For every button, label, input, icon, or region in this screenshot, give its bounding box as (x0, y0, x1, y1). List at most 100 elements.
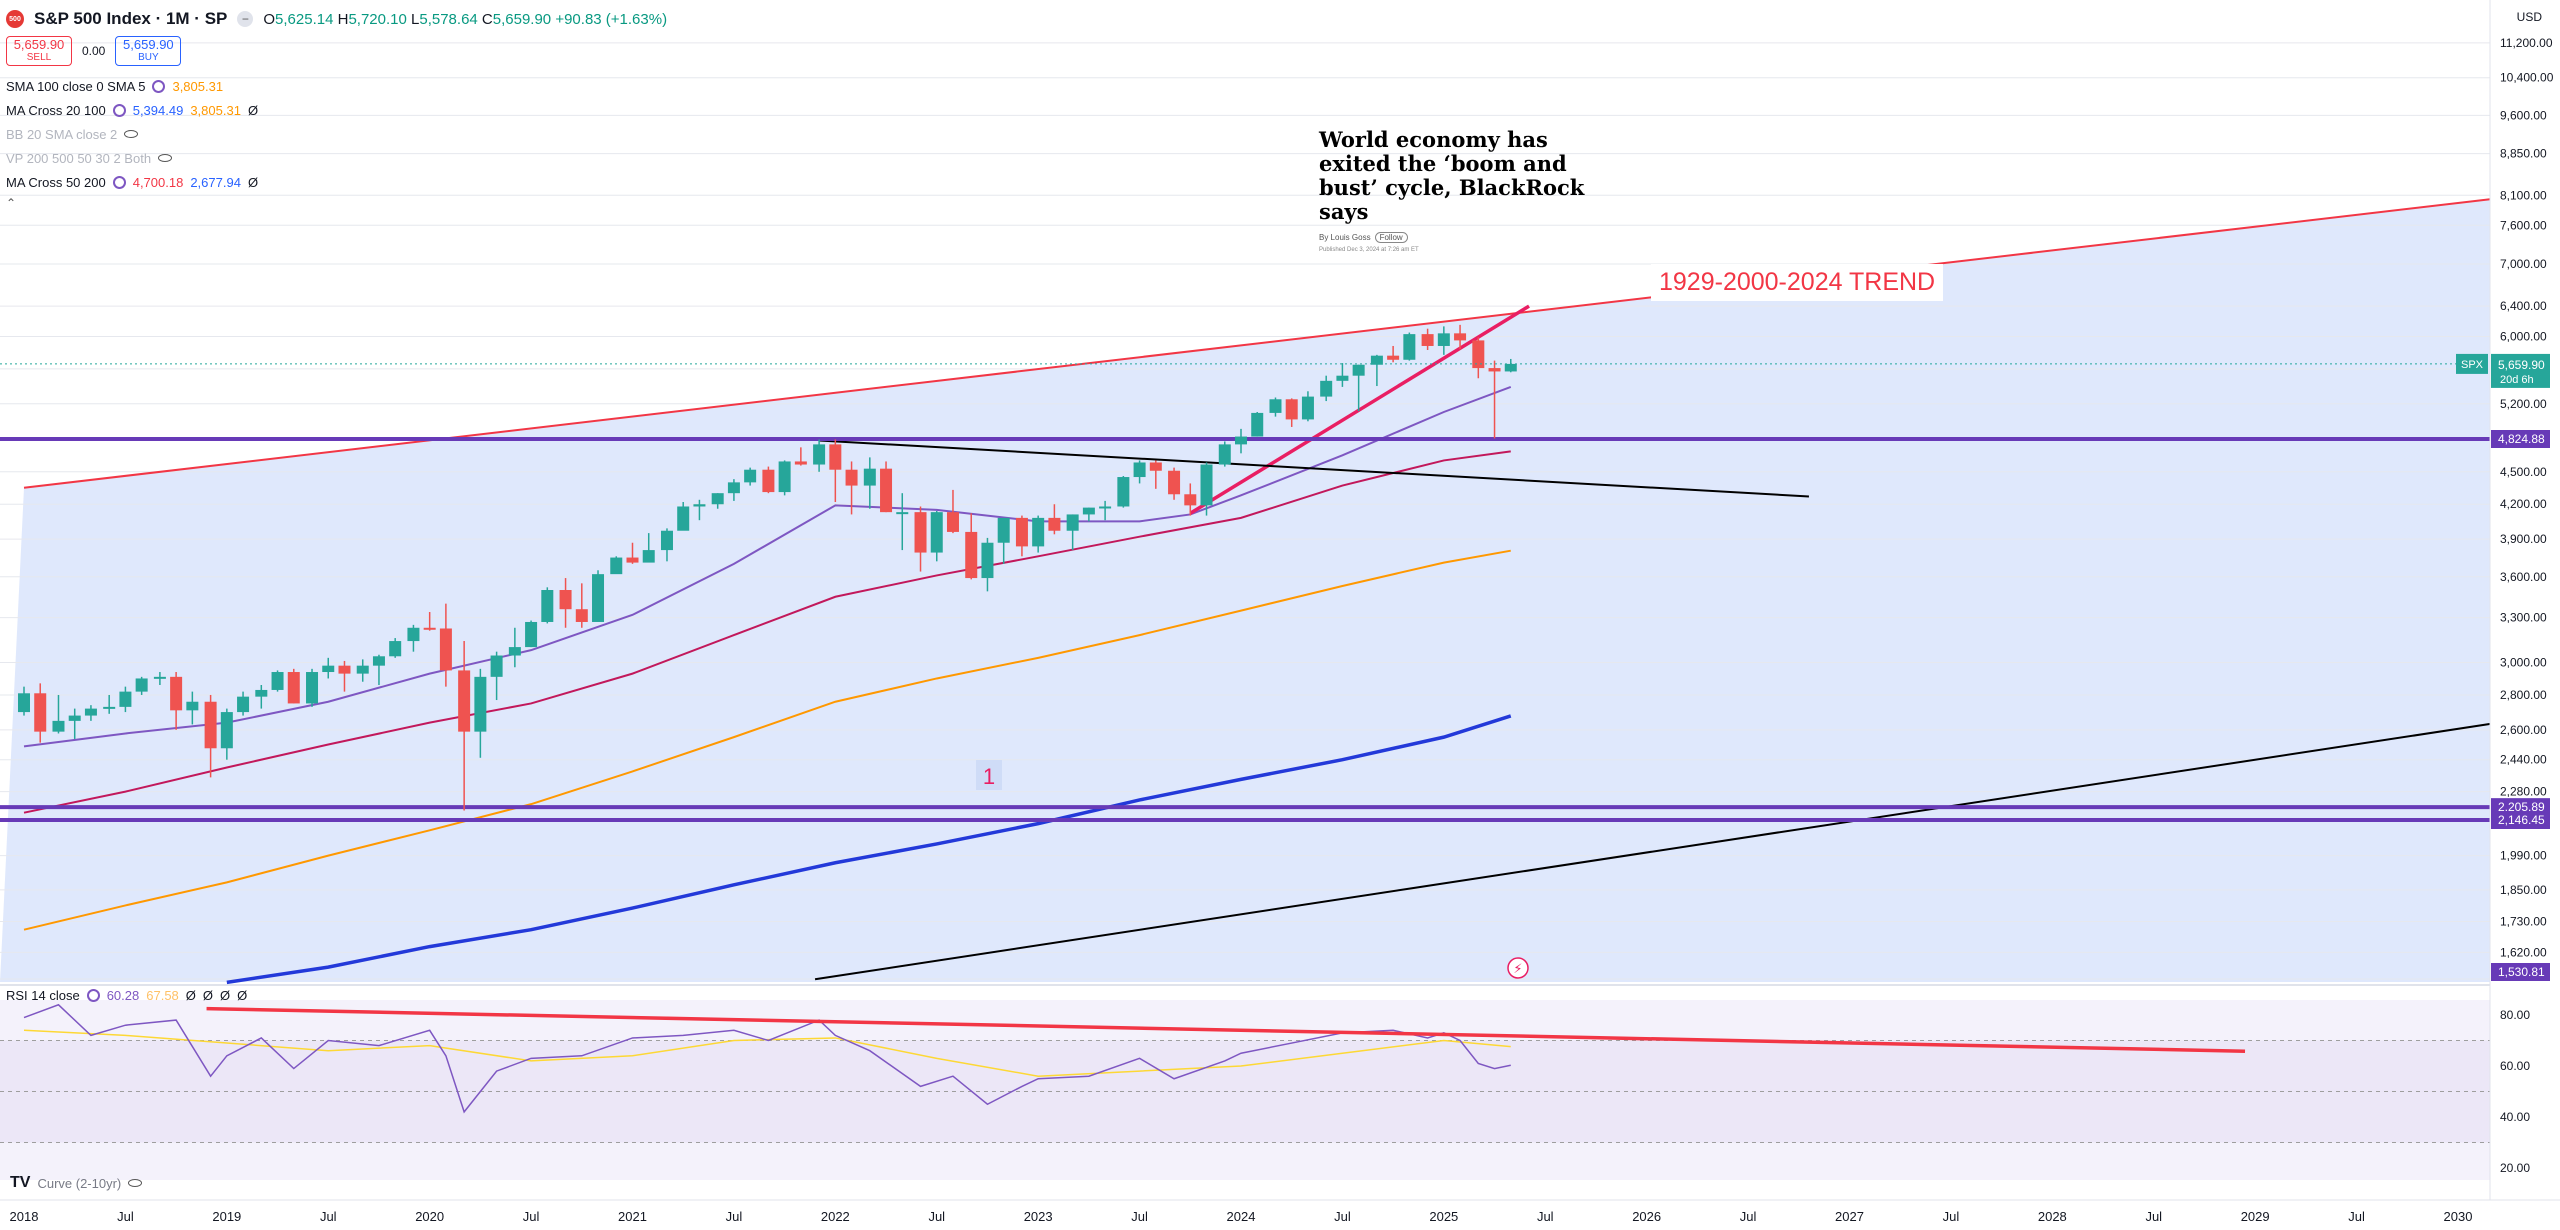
indicator-value: 2,677.94 (190, 174, 241, 190)
settings-icon[interactable] (152, 79, 166, 93)
candle-body (1184, 494, 1197, 506)
candle-body (153, 676, 166, 679)
time-tick-label: 2020 (415, 1209, 444, 1224)
settings-icon[interactable] (86, 989, 100, 1002)
ohlc-value: 5,625.14 (275, 10, 338, 28)
settings-icon[interactable] (112, 175, 126, 189)
news-snippet: World economy has exited the ‘boom and b… (1319, 128, 1589, 254)
buy-label: BUY (138, 52, 159, 63)
candle-body (1082, 507, 1095, 515)
candle-body (727, 482, 740, 494)
candle-body (52, 720, 65, 732)
candle-body (1421, 334, 1434, 346)
sell-button[interactable]: 5,659.90 SELL (6, 36, 72, 66)
candle-body (1437, 333, 1450, 346)
candle-body (930, 512, 943, 553)
candle-body (287, 672, 300, 704)
price-tick-label: 3,000.00 (2500, 656, 2547, 670)
curve-label: Curve (2-10yr) (37, 1175, 122, 1191)
indicator-row[interactable]: MA Cross 50 200 4,700.18 2,677.94 Ø (6, 170, 667, 194)
candle-body (1200, 464, 1213, 506)
price-tick-label: 10,400.00 (2500, 71, 2554, 85)
curve-legend: TV Curve (2-10yr) (10, 1174, 143, 1192)
candle-body (845, 469, 858, 486)
time-tick-label: Jul (2145, 1209, 2162, 1224)
eye-icon[interactable] (158, 154, 173, 162)
settings-icon[interactable] (112, 103, 126, 117)
price-tick-label: 2,800.00 (2500, 688, 2547, 702)
candle-body (204, 701, 217, 749)
level-price-label: 1,530.81 (2498, 965, 2545, 979)
indicator-row[interactable]: MA Cross 20 100 5,394.49 3,805.31 Ø (6, 98, 667, 122)
top-panel: 500 S&P 500 Index · 1M · SP − O5,625.14 … (6, 8, 667, 210)
candle-body (338, 665, 351, 674)
buy-button[interactable]: 5,659.90 BUY (115, 36, 182, 66)
candle-body (1352, 364, 1365, 376)
minus-icon[interactable]: − (237, 11, 254, 27)
current-price-label: 5,659.90 (2498, 358, 2545, 372)
candle-body (490, 655, 503, 677)
candle-body (170, 676, 183, 711)
level-price-tag (2491, 963, 2550, 981)
time-tick-label: Jul (928, 1209, 945, 1224)
candle-body (677, 506, 690, 531)
price-tick-label: 11,200.00 (2500, 36, 2553, 50)
candle-body (1403, 334, 1416, 360)
time-tick-label: 2029 (2241, 1209, 2270, 1224)
time-tick-label: Jul (1334, 1209, 1351, 1224)
candle-body (744, 469, 757, 483)
rsi-tick-label: 40.00 (2500, 1110, 2530, 1124)
eye-icon[interactable] (124, 130, 139, 138)
candle-body (610, 557, 623, 575)
news-byline: By Louis Goss (1319, 233, 1371, 242)
ohlc-value: 5,578.64 (419, 10, 482, 28)
price-tick-label: 2,280.00 (2500, 785, 2547, 799)
time-tick-label: 2024 (1227, 1209, 1256, 1224)
sell-label: SELL (26, 52, 52, 63)
eye-icon[interactable] (128, 1179, 143, 1187)
price-tick-label: 8,100.00 (2500, 188, 2547, 202)
price-tick-label: 4,200.00 (2500, 497, 2547, 511)
level-price-label: 4,824.88 (2498, 432, 2545, 446)
candle-body (1387, 355, 1400, 360)
candle-body (1235, 436, 1247, 445)
candle-body (34, 693, 47, 732)
trade-buttons: 5,659.90 SELL 0.00 5,659.90 BUY (6, 36, 667, 66)
time-tick-label: Jul (320, 1209, 337, 1224)
symbol-header: 500 S&P 500 Index · 1M · SP − O5,625.14 … (6, 8, 667, 30)
candle-body (1336, 375, 1349, 381)
symbol-title[interactable]: S&P 500 Index · 1M · SP (34, 9, 228, 28)
moving-average-line (23, 385, 1512, 748)
indicator-row[interactable]: VP 200 500 50 30 2 Both (6, 146, 667, 170)
candle-body (762, 469, 775, 493)
candle-body (541, 590, 554, 622)
candle-body (389, 641, 402, 657)
trend-label[interactable]: 1929-2000-2024 TREND (1651, 264, 1944, 301)
price-tick-label: 3,300.00 (2500, 611, 2547, 625)
price-axis-bg (2490, 0, 2560, 1230)
indicator-row[interactable]: SMA 100 close 0 SMA 5 3,805.31 (6, 74, 667, 98)
candle-body (642, 550, 655, 563)
time-tick-label: Jul (117, 1209, 134, 1224)
rsi-trendline (206, 1006, 2246, 1053)
candle-body (1048, 517, 1061, 531)
candle-body (693, 504, 706, 507)
time-tick-label: 2030 (2444, 1209, 2473, 1224)
currency-label[interactable]: USD (2516, 10, 2542, 24)
rsi-extra-4: Ø (237, 988, 248, 1003)
candle-body (559, 590, 572, 610)
rsi-tick-label: 20.00 (2500, 1161, 2530, 1175)
tradingview-logo[interactable]: TV (10, 1174, 31, 1191)
indicator-row[interactable]: BB 20 SMA close 2 (6, 122, 667, 146)
time-tick-label: Jul (1943, 1209, 1960, 1224)
candle-body (626, 557, 639, 563)
level-price-label: 2,205.89 (2498, 800, 2545, 814)
rsi-extra-2: Ø (202, 988, 214, 1003)
candle-body (474, 676, 487, 732)
time-tick-label: 2019 (212, 1209, 241, 1224)
price-tick-label: 8,850.00 (2500, 147, 2547, 161)
price-tick-label: 2,600.00 (2500, 723, 2547, 737)
chevron-up-icon[interactable]: ⌃ (6, 196, 17, 210)
ohlc-key: O (263, 10, 276, 28)
